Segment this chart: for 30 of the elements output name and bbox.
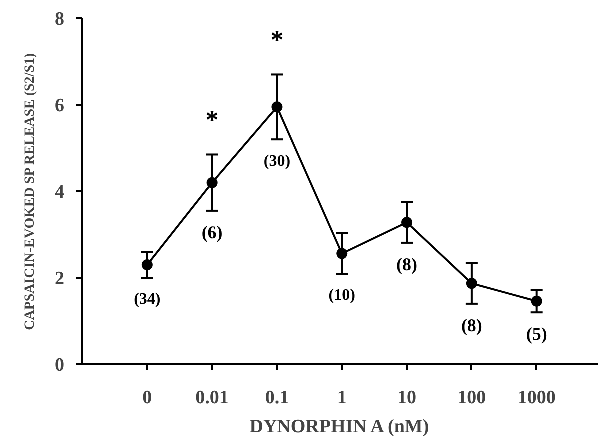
x-tick-label: 100	[458, 388, 486, 408]
annotation: *	[206, 106, 219, 135]
point	[466, 278, 478, 290]
y-tick-label: 2	[55, 268, 64, 290]
annotation: (10)	[328, 287, 356, 304]
annotation: (30)	[264, 152, 291, 170]
annotation: *	[270, 25, 284, 54]
x-axis-title: DYNORPHIN A (nM)	[250, 416, 430, 438]
x-tick-label: 0.01	[196, 388, 229, 408]
annotation: (8)	[396, 254, 418, 274]
annotation: (6)	[202, 222, 223, 243]
point	[206, 177, 218, 188]
x-tick-label: 1000	[518, 388, 556, 408]
y-tick-label: 8	[55, 9, 64, 30]
annotation: (5)	[526, 324, 548, 344]
annotation: (34)	[134, 290, 161, 308]
point	[531, 296, 542, 307]
x-tick-label: 1	[337, 388, 347, 408]
y-tick-label: 4	[55, 182, 65, 203]
y-axis-title: CAPSAICIN-EVOKED SP RELEASE (S2/S1)	[23, 53, 38, 330]
x-tick-label: 0.1	[265, 388, 290, 408]
x-tick-label: 10	[398, 388, 417, 408]
y-tick-label: 0	[55, 355, 64, 376]
point	[402, 217, 413, 228]
annotation: (8)	[461, 315, 482, 336]
point	[336, 248, 348, 260]
point	[272, 102, 283, 113]
y-tick-label: 6	[55, 96, 64, 116]
x-tick-label: 0	[142, 388, 152, 408]
point	[142, 260, 153, 271]
